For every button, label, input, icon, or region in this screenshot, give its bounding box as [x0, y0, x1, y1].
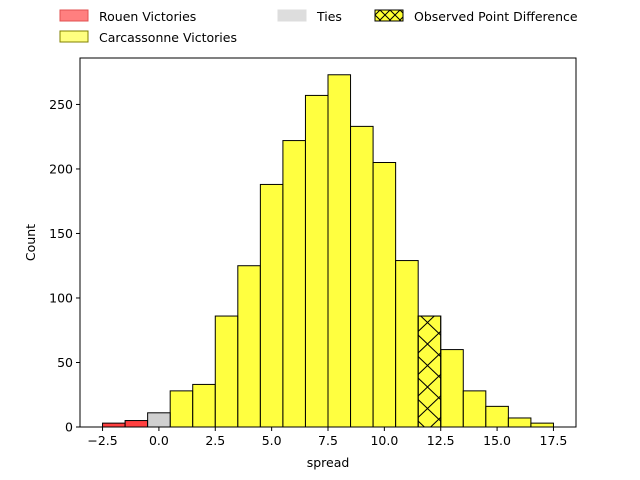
x-tick-label: 5.0 [262, 433, 282, 448]
legend-item-carcassonne-victories: Carcassonne Victories [59, 30, 237, 45]
y-tick-label: 100 [49, 290, 73, 305]
bar-carcassonne-victories-9 [372, 162, 397, 428]
bar-carcassonne-victories-14 [507, 417, 532, 428]
x-tick-label: 0.0 [149, 433, 169, 448]
y-axis-label: Count [23, 224, 38, 261]
legend-label: Observed Point Difference [414, 9, 578, 24]
bar-carcassonne-victories-15 [530, 422, 554, 428]
y-tick-label: 0 [65, 420, 73, 435]
bar-carcassonne-victories-6 [304, 94, 329, 428]
y-tick-label: 150 [49, 226, 73, 241]
bar-rouen-victories-1 [124, 420, 149, 428]
bar-rouen-victories-0 [102, 422, 126, 428]
legend-item-observed-point-difference: Observed Point Difference [374, 9, 578, 24]
x-axis: −2.5 0.0 2.5 5.0 7.5 10.0 12.5 15.0 17.5 [87, 427, 567, 448]
legend-swatch [277, 9, 307, 22]
bar-carcassonne-victories-1 [192, 383, 216, 428]
x-tick-label: 12.5 [427, 433, 455, 448]
y-tick-label: 250 [49, 97, 73, 112]
legend-label: Rouen Victories [99, 9, 196, 24]
bar-carcassonne-victories-5 [282, 140, 306, 428]
bar-carcassonne-victories-10 [395, 260, 419, 428]
bar-carcassonne-victories-0 [169, 390, 194, 428]
bar-carcassonne-victories-12 [462, 390, 487, 428]
legend-item-rouen-victories: Rouen Victories [59, 9, 196, 24]
x-tick-label: 2.5 [205, 433, 225, 448]
x-tick-label: −2.5 [87, 433, 117, 448]
legend: Rouen Victories Ties Observed Point Differ… [59, 9, 578, 45]
legend-label: Carcassonne Victories [99, 30, 237, 45]
bar-carcassonne-victories-3 [237, 265, 261, 428]
legend-swatch [59, 30, 89, 43]
legend-item-ties: Ties [277, 9, 342, 24]
x-axis-label: spread [307, 455, 350, 470]
bar-ties-0 [147, 412, 171, 428]
x-tick-label: 10.0 [370, 433, 398, 448]
bar-carcassonne-victories-4 [259, 183, 284, 428]
bar-carcassonne-victories-13 [485, 405, 509, 428]
x-tick-label: 17.5 [540, 433, 568, 448]
bar-carcassonne-victories-7 [327, 74, 352, 428]
x-tick-label: 15.0 [483, 433, 511, 448]
bars [102, 74, 554, 428]
bar-carcassonne-victories-11 [440, 349, 464, 428]
y-axis: 0 50 100 150 200 250 [49, 97, 80, 435]
bar-carcassonne-victories-2 [214, 315, 239, 428]
bar-carcassonne-victories-8 [350, 125, 374, 428]
y-tick-label: 50 [57, 355, 73, 370]
x-tick-label: 7.5 [318, 433, 338, 448]
legend-label: Ties [316, 9, 342, 24]
bar-hatch-observed-point-difference-0 [417, 315, 442, 428]
legend-swatch-hatch [374, 9, 404, 22]
y-tick-label: 200 [49, 161, 73, 176]
legend-swatch [59, 9, 89, 22]
